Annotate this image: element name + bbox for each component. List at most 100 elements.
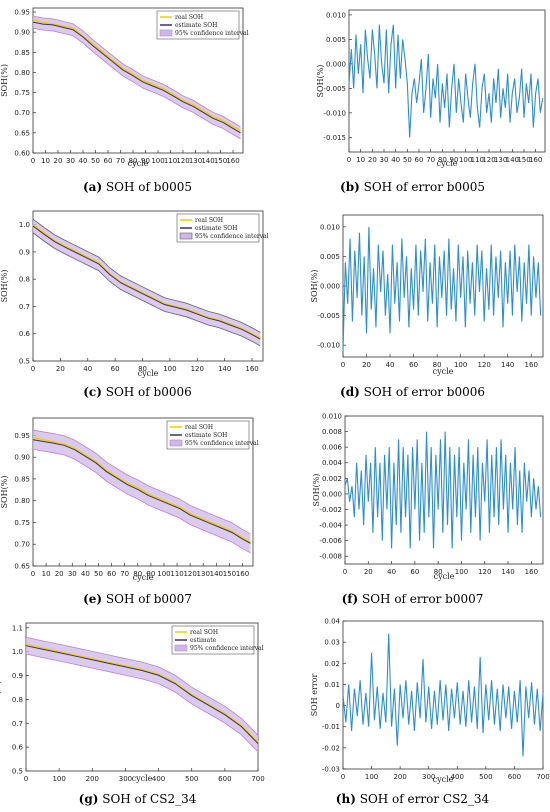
caption-h: (h) SOH of error CS2_34 bbox=[335, 792, 490, 806]
y-axis-label: SOH error bbox=[310, 674, 319, 717]
y-tick-label: 0.6 bbox=[12, 744, 24, 752]
x-tick-label: 120 bbox=[478, 568, 491, 576]
y-tick-label: 0.010 bbox=[322, 413, 342, 421]
y-tick-label: -0.010 bbox=[317, 342, 340, 350]
x-tick-label: 120 bbox=[191, 365, 204, 373]
y-tick-label: 0.95 bbox=[14, 9, 30, 17]
x-tick-label: 160 bbox=[236, 570, 249, 578]
x-tick-label: 300 bbox=[119, 775, 132, 783]
panel-c: 0 20 40 60 80 100 120 140 160 0.5 0.6 0.7 0.8 0.9 1.0 c… bbox=[0, 203, 275, 406]
legend-band-swatch bbox=[169, 439, 183, 447]
band-upper-edge bbox=[32, 15, 241, 128]
panel-d: 0 20 40 60 80 100 120 140 160 -0.010 -0.005 0.000 0.… bbox=[275, 203, 550, 406]
x-tick-label: 0 bbox=[341, 361, 345, 369]
legend-estimate-label: estimate SOH bbox=[195, 225, 237, 232]
y-axis-label: SOH(%) bbox=[0, 476, 9, 509]
legend-band-label: 95% confidence interval bbox=[185, 440, 259, 447]
x-axis-label: cycle bbox=[434, 572, 455, 581]
x-tick-label: 150 bbox=[223, 570, 236, 578]
x-tick-label: 90 bbox=[146, 570, 155, 578]
y-tick-label: 0.80 bbox=[14, 69, 30, 77]
y-axis-label: SOH(%) bbox=[0, 64, 9, 97]
x-tick-label: 100 bbox=[454, 361, 467, 369]
y-tick-label: 0.70 bbox=[14, 109, 30, 117]
x-tick-label: 300 bbox=[422, 773, 435, 781]
x-tick-label: 200 bbox=[86, 775, 99, 783]
x-tick-label: 100 bbox=[163, 365, 176, 373]
y-tick-label: 1.0 bbox=[19, 221, 30, 229]
x-tick-label: 20 bbox=[54, 157, 63, 165]
y-axis-label: SOH(%) bbox=[0, 681, 2, 714]
x-tick-label: 200 bbox=[393, 773, 406, 781]
x-tick-label: 400 bbox=[451, 773, 464, 781]
chart-c: 0 20 40 60 80 100 120 140 160 0.5 0.6 0.7 0.8 0.9 1.0 c… bbox=[0, 210, 269, 378]
panel-b: 0 10 20 30 40 50 60 70 80 90 100 110 120 130 140 150 160… bbox=[275, 0, 550, 203]
y-tick-label: 0.8 bbox=[19, 276, 30, 284]
x-tick-label: 140 bbox=[210, 570, 223, 578]
x-tick-label: 30 bbox=[66, 157, 75, 165]
band-lower-edge bbox=[32, 232, 261, 347]
x-tick-label: 40 bbox=[83, 365, 92, 373]
y-tick-label: -0.03 bbox=[322, 766, 340, 774]
x-tick-label: 100 bbox=[157, 570, 170, 578]
x-tick-label: 0 bbox=[31, 157, 35, 165]
x-tick-label: 140 bbox=[218, 365, 231, 373]
x-tick-label: 120 bbox=[176, 157, 189, 165]
x-axis-label: cycle bbox=[433, 367, 454, 376]
band-lower-edge bbox=[32, 448, 251, 554]
x-tick-label: 80 bbox=[133, 570, 142, 578]
x-tick-label: 160 bbox=[226, 157, 239, 165]
plot-frame bbox=[342, 214, 544, 358]
y-tick-label: 0.002 bbox=[322, 475, 342, 483]
y-axis-label: SOH(%) bbox=[312, 474, 321, 507]
x-tick-label: 110 bbox=[164, 157, 177, 165]
y-tick-label: 0.008 bbox=[322, 428, 342, 436]
x-tick-label: 100 bbox=[365, 773, 378, 781]
y-tick-label: -0.006 bbox=[319, 537, 342, 545]
legend-real-label: real SOH bbox=[175, 14, 203, 21]
y-tick-label: 0.75 bbox=[14, 519, 30, 527]
x-axis-label: cycle bbox=[138, 369, 159, 378]
y-tick-label: 0 bbox=[336, 702, 340, 710]
y-tick-label: 0.006 bbox=[322, 444, 343, 452]
x-tick-label: 500 bbox=[479, 773, 492, 781]
x-tick-label: 80 bbox=[138, 365, 147, 373]
series-error-line bbox=[348, 24, 544, 138]
panel-h: 0 100 200 300 400 500 600 700 -0.03 -0.02 -0.01 0 0.… bbox=[275, 609, 550, 812]
series-real-line bbox=[25, 643, 259, 743]
x-tick-label: 100 bbox=[151, 157, 164, 165]
x-tick-label: 20 bbox=[56, 365, 65, 373]
x-tick-label: 70 bbox=[116, 157, 125, 165]
band-upper-edge bbox=[25, 636, 259, 736]
y-tick-label: -0.008 bbox=[319, 553, 342, 561]
series-estimate-line bbox=[32, 439, 251, 544]
x-tick-label: 140 bbox=[201, 157, 214, 165]
y-tick-label: 0.7 bbox=[12, 720, 23, 728]
x-tick-label: 30 bbox=[68, 570, 77, 578]
x-axis-label: cycle bbox=[132, 774, 153, 783]
band-lower-edge bbox=[32, 27, 241, 140]
y-tick-label: 0.90 bbox=[14, 29, 30, 37]
chart-d: 0 20 40 60 80 100 120 140 160 -0.010 -0.005 0.000 0.… bbox=[310, 214, 544, 376]
x-tick-label: 40 bbox=[387, 568, 396, 576]
y-tick-label: 0.010 bbox=[320, 223, 340, 231]
legend-band-swatch bbox=[174, 644, 188, 652]
x-tick-label: 90 bbox=[141, 157, 150, 165]
legend-estimate-label: estimate bbox=[190, 637, 217, 644]
x-tick-label: 20 bbox=[368, 156, 377, 164]
y-tick-label: 0.85 bbox=[14, 475, 30, 483]
y-tick-label: 0.000 bbox=[326, 60, 346, 68]
caption-d: (d) SOH of error b0006 bbox=[340, 385, 485, 399]
y-tick-label: 0.000 bbox=[320, 283, 340, 291]
series-real-line bbox=[32, 19, 241, 132]
x-tick-label: 700 bbox=[251, 775, 264, 783]
x-tick-label: 100 bbox=[52, 775, 65, 783]
legend-real-label: real SOH bbox=[185, 424, 213, 431]
x-tick-label: 500 bbox=[185, 775, 198, 783]
legend-band-label: 95% confidence interval bbox=[190, 645, 264, 652]
x-tick-label: 160 bbox=[245, 365, 258, 373]
series-real-line bbox=[32, 223, 261, 339]
y-tick-label: 0.5 bbox=[19, 358, 30, 366]
y-tick-label: 1.1 bbox=[12, 624, 23, 632]
caption-g: (g) SOH of CS2_34 bbox=[78, 792, 197, 806]
